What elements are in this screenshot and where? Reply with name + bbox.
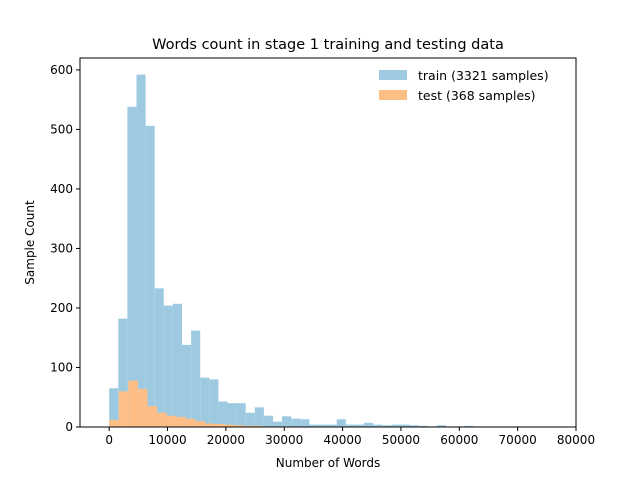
train-bar-9 (191, 330, 201, 427)
test-bar-13 (233, 425, 244, 427)
train-bar-22 (309, 424, 319, 427)
train-bar-0 (109, 388, 119, 427)
test-bar-5 (157, 412, 167, 427)
train-bar-30 (382, 425, 392, 427)
y-tick-label-6: 600 (50, 63, 73, 77)
train-bar-11 (209, 379, 219, 427)
test-bar-7 (176, 416, 186, 427)
y-tick-label-0: 0 (65, 420, 73, 434)
x-tick-label-4: 40000 (323, 433, 361, 447)
x-tick-label-0: 0 (105, 433, 113, 447)
train-bar-12 (218, 401, 228, 427)
train-bar-17 (263, 415, 274, 427)
test-bar-4 (147, 406, 158, 427)
x-axis-ticks: 0 10000 20000 30000 40000 50000 60000 70000 8000… (105, 427, 595, 447)
test-bar-0 (109, 419, 119, 427)
test-bar-15 (252, 425, 263, 427)
x-tick-label-3: 30000 (265, 433, 303, 447)
test-bar-3 (137, 388, 148, 427)
train-bar-14 (236, 403, 246, 427)
legend-swatch-test (379, 90, 407, 100)
train-bar-7 (172, 303, 182, 427)
x-tick-label-2: 20000 (207, 433, 245, 447)
plot-frame (79, 57, 577, 428)
legend-label-test: test (368 samples) (418, 88, 536, 103)
train-bar-32 (400, 424, 410, 427)
test-bar-9 (195, 421, 205, 427)
train-bar-29 (373, 424, 383, 427)
train-bar-21 (300, 419, 310, 427)
train-bar-1 (118, 318, 128, 427)
train-bar-18 (273, 421, 283, 427)
train-bar-8 (182, 344, 192, 427)
train-bar-31 (391, 424, 401, 427)
test-bar-10 (204, 423, 215, 427)
train-bar-36 (436, 425, 446, 427)
test-bar-12 (224, 424, 234, 427)
x-tick-label-7: 70000 (499, 433, 537, 447)
train-bar-15 (245, 412, 255, 427)
train-bar-23 (318, 424, 328, 427)
train-bar-24 (327, 424, 337, 427)
train-bar-2 (127, 106, 137, 428)
train-bar-34 (418, 425, 428, 427)
train-bar-6 (163, 305, 173, 427)
y-axis-ticks: 0 100 200 300 400 500 600 (50, 63, 80, 434)
legend: train (3321 samples) test (368 samples) (379, 68, 549, 103)
test-bar-1 (118, 391, 129, 427)
test-bar-11 (214, 424, 225, 427)
x-tick-label-6: 60000 (440, 433, 478, 447)
x-tick-label-1: 10000 (148, 433, 186, 447)
chart-title: Words count in stage 1 training and test… (152, 37, 504, 53)
train-bar-33 (409, 425, 419, 427)
test-series-bars (109, 380, 301, 427)
train-bar-5 (154, 288, 164, 427)
y-tick-label-3: 300 (50, 241, 73, 255)
y-tick-label-1: 100 (50, 360, 73, 374)
test-bar-8 (185, 418, 196, 427)
y-tick-label-4: 400 (50, 182, 73, 196)
x-tick-label-8: 80000 (557, 433, 595, 447)
y-axis-label: Sample Count (23, 200, 37, 285)
legend-label-train: train (3321 samples) (418, 68, 549, 83)
train-bar-16 (254, 407, 264, 427)
test-bar-14 (243, 425, 253, 427)
train-bar-39 (464, 425, 474, 427)
train-bar-4 (145, 125, 155, 427)
train-bar-28 (364, 422, 374, 427)
legend-swatch-train (379, 70, 407, 80)
train-bar-10 (200, 377, 210, 427)
train-bar-27 (354, 424, 365, 427)
train-series-bars (109, 74, 565, 428)
test-bar-6 (166, 415, 177, 427)
train-bar-3 (136, 74, 146, 427)
train-bar-13 (227, 403, 237, 427)
test-bar-2 (128, 380, 138, 427)
x-axis-label: Number of Words (276, 456, 381, 470)
train-bar-20 (291, 418, 301, 427)
train-bar-19 (282, 416, 292, 427)
train-bar-26 (345, 424, 355, 427)
y-tick-label-2: 200 (50, 301, 73, 315)
x-tick-label-5: 50000 (382, 433, 420, 447)
y-tick-label-5: 500 (50, 122, 73, 136)
train-bar-25 (336, 419, 346, 427)
